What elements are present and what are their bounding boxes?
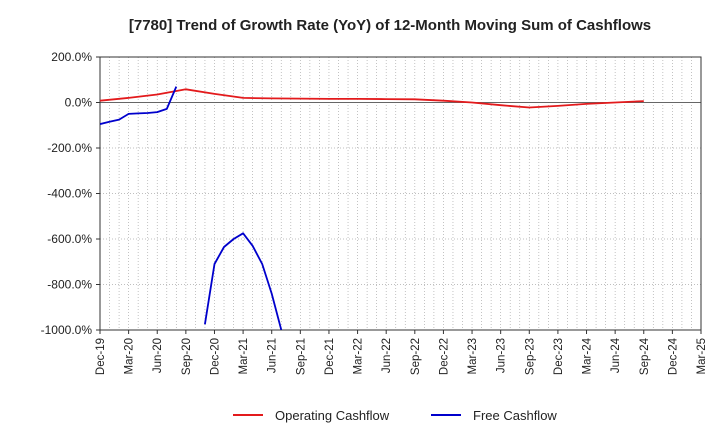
legend-label: Free Cashflow <box>473 408 557 423</box>
y-tick-label: -200.0% <box>47 141 92 155</box>
x-tick-label: Mar-23 <box>467 338 479 374</box>
y-tick-label: -600.0% <box>47 232 92 246</box>
y-axis: 200.0% 0.0% -200.0% -400.0% -600.0% -800.0% -1… <box>41 50 100 337</box>
x-tick-label: Sep-23 <box>524 338 536 375</box>
x-tick-label: Jun-24 <box>610 337 622 373</box>
series-line-free-cashflow <box>204 232 283 330</box>
x-tick-label: Mar-24 <box>582 337 594 374</box>
y-tick-label: -400.0% <box>47 187 92 201</box>
x-tick-label: Mar-25 <box>696 338 708 374</box>
x-tick-label: Sep-22 <box>410 338 422 375</box>
x-tick-label: Mar-20 <box>124 338 136 374</box>
x-tick-label: Jun-22 <box>381 338 393 373</box>
y-tick-label: -800.0% <box>47 278 92 292</box>
y-tick-label: 200.0% <box>51 50 92 64</box>
x-tick-label: Dec-22 <box>438 338 450 375</box>
x-tick-label: Mar-21 <box>238 338 250 374</box>
x-tick-label: Dec-19 <box>95 338 107 375</box>
y-tick-label: 0.0% <box>65 96 93 110</box>
x-tick-label: Jun-21 <box>267 338 279 373</box>
series-layer <box>100 86 644 330</box>
x-tick-label: Jun-23 <box>496 338 508 373</box>
x-axis: Dec-19 Mar-20 Jun-20 Sep-20 Dec-20 Mar-21 Jun-… <box>95 330 708 375</box>
x-tick-label: Sep-20 <box>181 338 193 375</box>
x-tick-label: Jun-20 <box>152 338 164 373</box>
x-tick-label: Dec-21 <box>324 338 336 375</box>
x-tick-label: Sep-21 <box>295 338 307 375</box>
chart-title: [7780] Trend of Growth Rate (YoY) of 12-… <box>129 17 651 34</box>
y-tick-label: -1000.0% <box>41 323 93 337</box>
legend: Operating Cashflow Free Cashflow <box>233 408 557 423</box>
series-line-operating-cashflow <box>100 88 644 109</box>
x-tick-label: Dec-24 <box>667 337 679 375</box>
series-line-free-cashflow <box>100 86 178 125</box>
x-tick-label: Sep-24 <box>639 337 651 375</box>
x-tick-label: Dec-20 <box>209 338 221 375</box>
x-tick-label: Mar-22 <box>353 338 365 374</box>
legend-label: Operating Cashflow <box>275 408 390 423</box>
x-tick-label: Dec-23 <box>553 338 565 375</box>
